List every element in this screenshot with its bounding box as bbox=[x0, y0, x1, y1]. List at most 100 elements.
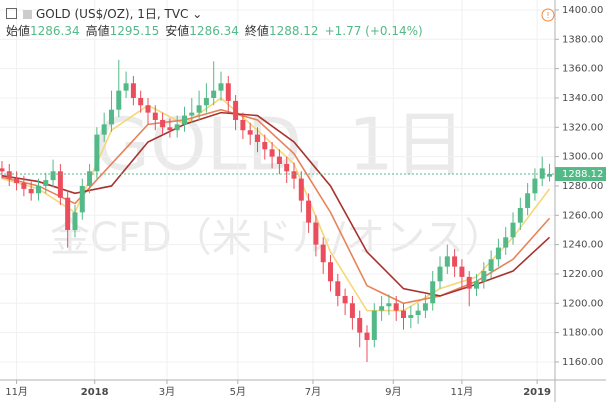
candle-body bbox=[138, 97, 144, 106]
candle-body bbox=[233, 100, 239, 120]
field-value: 1286.34 bbox=[30, 24, 80, 38]
candle-body bbox=[262, 141, 268, 150]
candle-body bbox=[28, 188, 34, 194]
candle-body bbox=[6, 171, 12, 179]
candle-body bbox=[269, 149, 275, 157]
candle-body bbox=[240, 119, 246, 131]
candle-body bbox=[452, 256, 458, 267]
candle-body bbox=[379, 306, 385, 311]
candle-body bbox=[320, 244, 326, 263]
candle-body bbox=[437, 266, 443, 282]
candle-body bbox=[503, 237, 509, 248]
x-tick-label: 11月 bbox=[451, 386, 474, 398]
candle-body bbox=[254, 134, 260, 142]
y-tick-label: 1400.00 bbox=[562, 5, 603, 16]
candle-body bbox=[0, 168, 5, 172]
candle-body bbox=[495, 247, 501, 260]
candle-body bbox=[517, 207, 523, 223]
ribbon-line bbox=[1, 111, 551, 297]
candle-body bbox=[174, 124, 180, 131]
x-tick-label: 11月 bbox=[5, 386, 28, 398]
candle-body bbox=[167, 127, 173, 131]
candle-body bbox=[108, 109, 114, 125]
candle-body bbox=[539, 168, 545, 179]
candle-body bbox=[313, 222, 319, 245]
y-tick-label: 1260.00 bbox=[562, 210, 603, 221]
candle-body bbox=[386, 303, 392, 307]
candle-body bbox=[160, 119, 166, 128]
candle-body bbox=[50, 171, 56, 181]
candle-body bbox=[14, 178, 20, 184]
last-price-tag bbox=[555, 167, 606, 182]
candle-body bbox=[328, 262, 334, 282]
field-value: 1295.15 bbox=[109, 24, 160, 38]
candle-body bbox=[43, 180, 49, 186]
y-tick-label: 1280.00 bbox=[562, 181, 603, 192]
candle-body bbox=[488, 259, 494, 272]
y-tick-label: 1180.00 bbox=[562, 328, 603, 339]
candle-body bbox=[430, 281, 436, 304]
candle-body bbox=[466, 276, 472, 289]
candle-body bbox=[364, 332, 370, 340]
expand-icon[interactable] bbox=[6, 8, 17, 19]
candle-body bbox=[481, 271, 487, 282]
candle-body bbox=[203, 97, 209, 106]
candle-body bbox=[291, 171, 297, 179]
field-label: 始値 bbox=[6, 24, 31, 38]
candle-body bbox=[196, 105, 202, 113]
chevron[interactable]: ⌄ bbox=[192, 7, 203, 21]
candle-body bbox=[371, 310, 377, 340]
y-tick-label: 1340.00 bbox=[562, 93, 603, 104]
ohlc-row: 始値1286.34 高値1295.15 安値1286.34 終値1288.12 +1.7… bbox=[6, 23, 429, 40]
last-price-label: 1288.12 bbox=[562, 169, 603, 180]
candle-body bbox=[123, 83, 129, 91]
field-label: 高値 bbox=[85, 24, 110, 38]
candle-body bbox=[510, 222, 516, 238]
candle-body bbox=[298, 178, 304, 201]
candle-body bbox=[532, 178, 538, 194]
x-tick-label: 5月 bbox=[230, 386, 246, 398]
candle-body bbox=[35, 185, 41, 194]
y-tick-label: 1240.00 bbox=[562, 240, 603, 251]
ribbon-line bbox=[1, 96, 551, 312]
candle-body bbox=[393, 303, 399, 311]
candle-body bbox=[101, 124, 107, 135]
alert-icon[interactable] bbox=[541, 8, 555, 22]
candle-body bbox=[94, 134, 100, 172]
candle-body bbox=[181, 115, 187, 125]
y-tick-label: 1360.00 bbox=[562, 64, 603, 75]
candle-body bbox=[342, 295, 348, 304]
x-tick-label: 7月 bbox=[305, 386, 321, 398]
y-tick-label: 1300.00 bbox=[562, 152, 603, 163]
candle-body bbox=[474, 281, 480, 289]
field-value: 1286.34 bbox=[189, 24, 239, 38]
y-tick-label: 1220.00 bbox=[562, 269, 603, 280]
candle-body bbox=[422, 303, 428, 311]
candle-body bbox=[335, 281, 341, 296]
candle-body bbox=[79, 185, 85, 213]
header: GOLD (US$/OZ), 1日, TVC ⌄ 始値1286.34 高値1295… bbox=[6, 6, 429, 40]
symbol[interactable]: GOLD (US$/OZ), 1日, TVC bbox=[36, 7, 189, 21]
candle-body bbox=[189, 112, 195, 116]
candle-body bbox=[415, 310, 421, 316]
candle-body bbox=[247, 130, 253, 135]
candle-body bbox=[444, 256, 450, 267]
field-value: 1288.12 bbox=[268, 24, 319, 38]
candle-body bbox=[145, 105, 151, 113]
candle-body bbox=[130, 83, 136, 98]
candle-body bbox=[65, 197, 71, 230]
y-tick-label: 1320.00 bbox=[562, 122, 603, 133]
candle-body bbox=[276, 156, 282, 164]
change: +1.77 (+0.14%) bbox=[324, 24, 423, 38]
candle-body bbox=[116, 90, 122, 110]
y-tick-label: 1200.00 bbox=[562, 298, 603, 309]
field-label: 安値 bbox=[165, 24, 190, 38]
watermark-sub: 金CFD（米ドル/オンス） bbox=[50, 215, 504, 261]
candle-body bbox=[547, 174, 553, 177]
candle-body bbox=[284, 163, 290, 172]
candle-body bbox=[225, 83, 231, 101]
x-tick-label: 9月 bbox=[385, 386, 401, 398]
x-tick-label: 3月 bbox=[159, 386, 175, 398]
